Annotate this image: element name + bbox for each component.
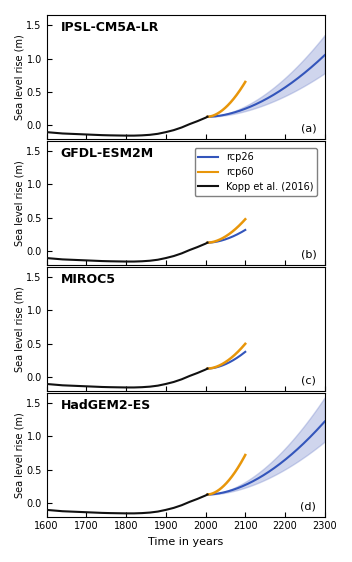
Text: (b): (b) xyxy=(301,250,316,260)
Y-axis label: Sea level rise (m): Sea level rise (m) xyxy=(15,412,25,497)
X-axis label: Time in years: Time in years xyxy=(148,537,223,547)
Text: GFDL-ESM2M: GFDL-ESM2M xyxy=(61,147,154,160)
Text: (c): (c) xyxy=(301,376,316,386)
Text: (d): (d) xyxy=(301,502,316,511)
Text: MIROC5: MIROC5 xyxy=(61,273,115,286)
Y-axis label: Sea level rise (m): Sea level rise (m) xyxy=(15,34,25,120)
Text: (a): (a) xyxy=(301,124,316,134)
Y-axis label: Sea level rise (m): Sea level rise (m) xyxy=(15,286,25,371)
Text: IPSL-CM5A-LR: IPSL-CM5A-LR xyxy=(61,21,159,34)
Y-axis label: Sea level rise (m): Sea level rise (m) xyxy=(15,160,25,246)
Legend: rcp26, rcp60, Kopp et al. (2016): rcp26, rcp60, Kopp et al. (2016) xyxy=(195,148,317,196)
Text: HadGEM2-ES: HadGEM2-ES xyxy=(61,399,151,412)
